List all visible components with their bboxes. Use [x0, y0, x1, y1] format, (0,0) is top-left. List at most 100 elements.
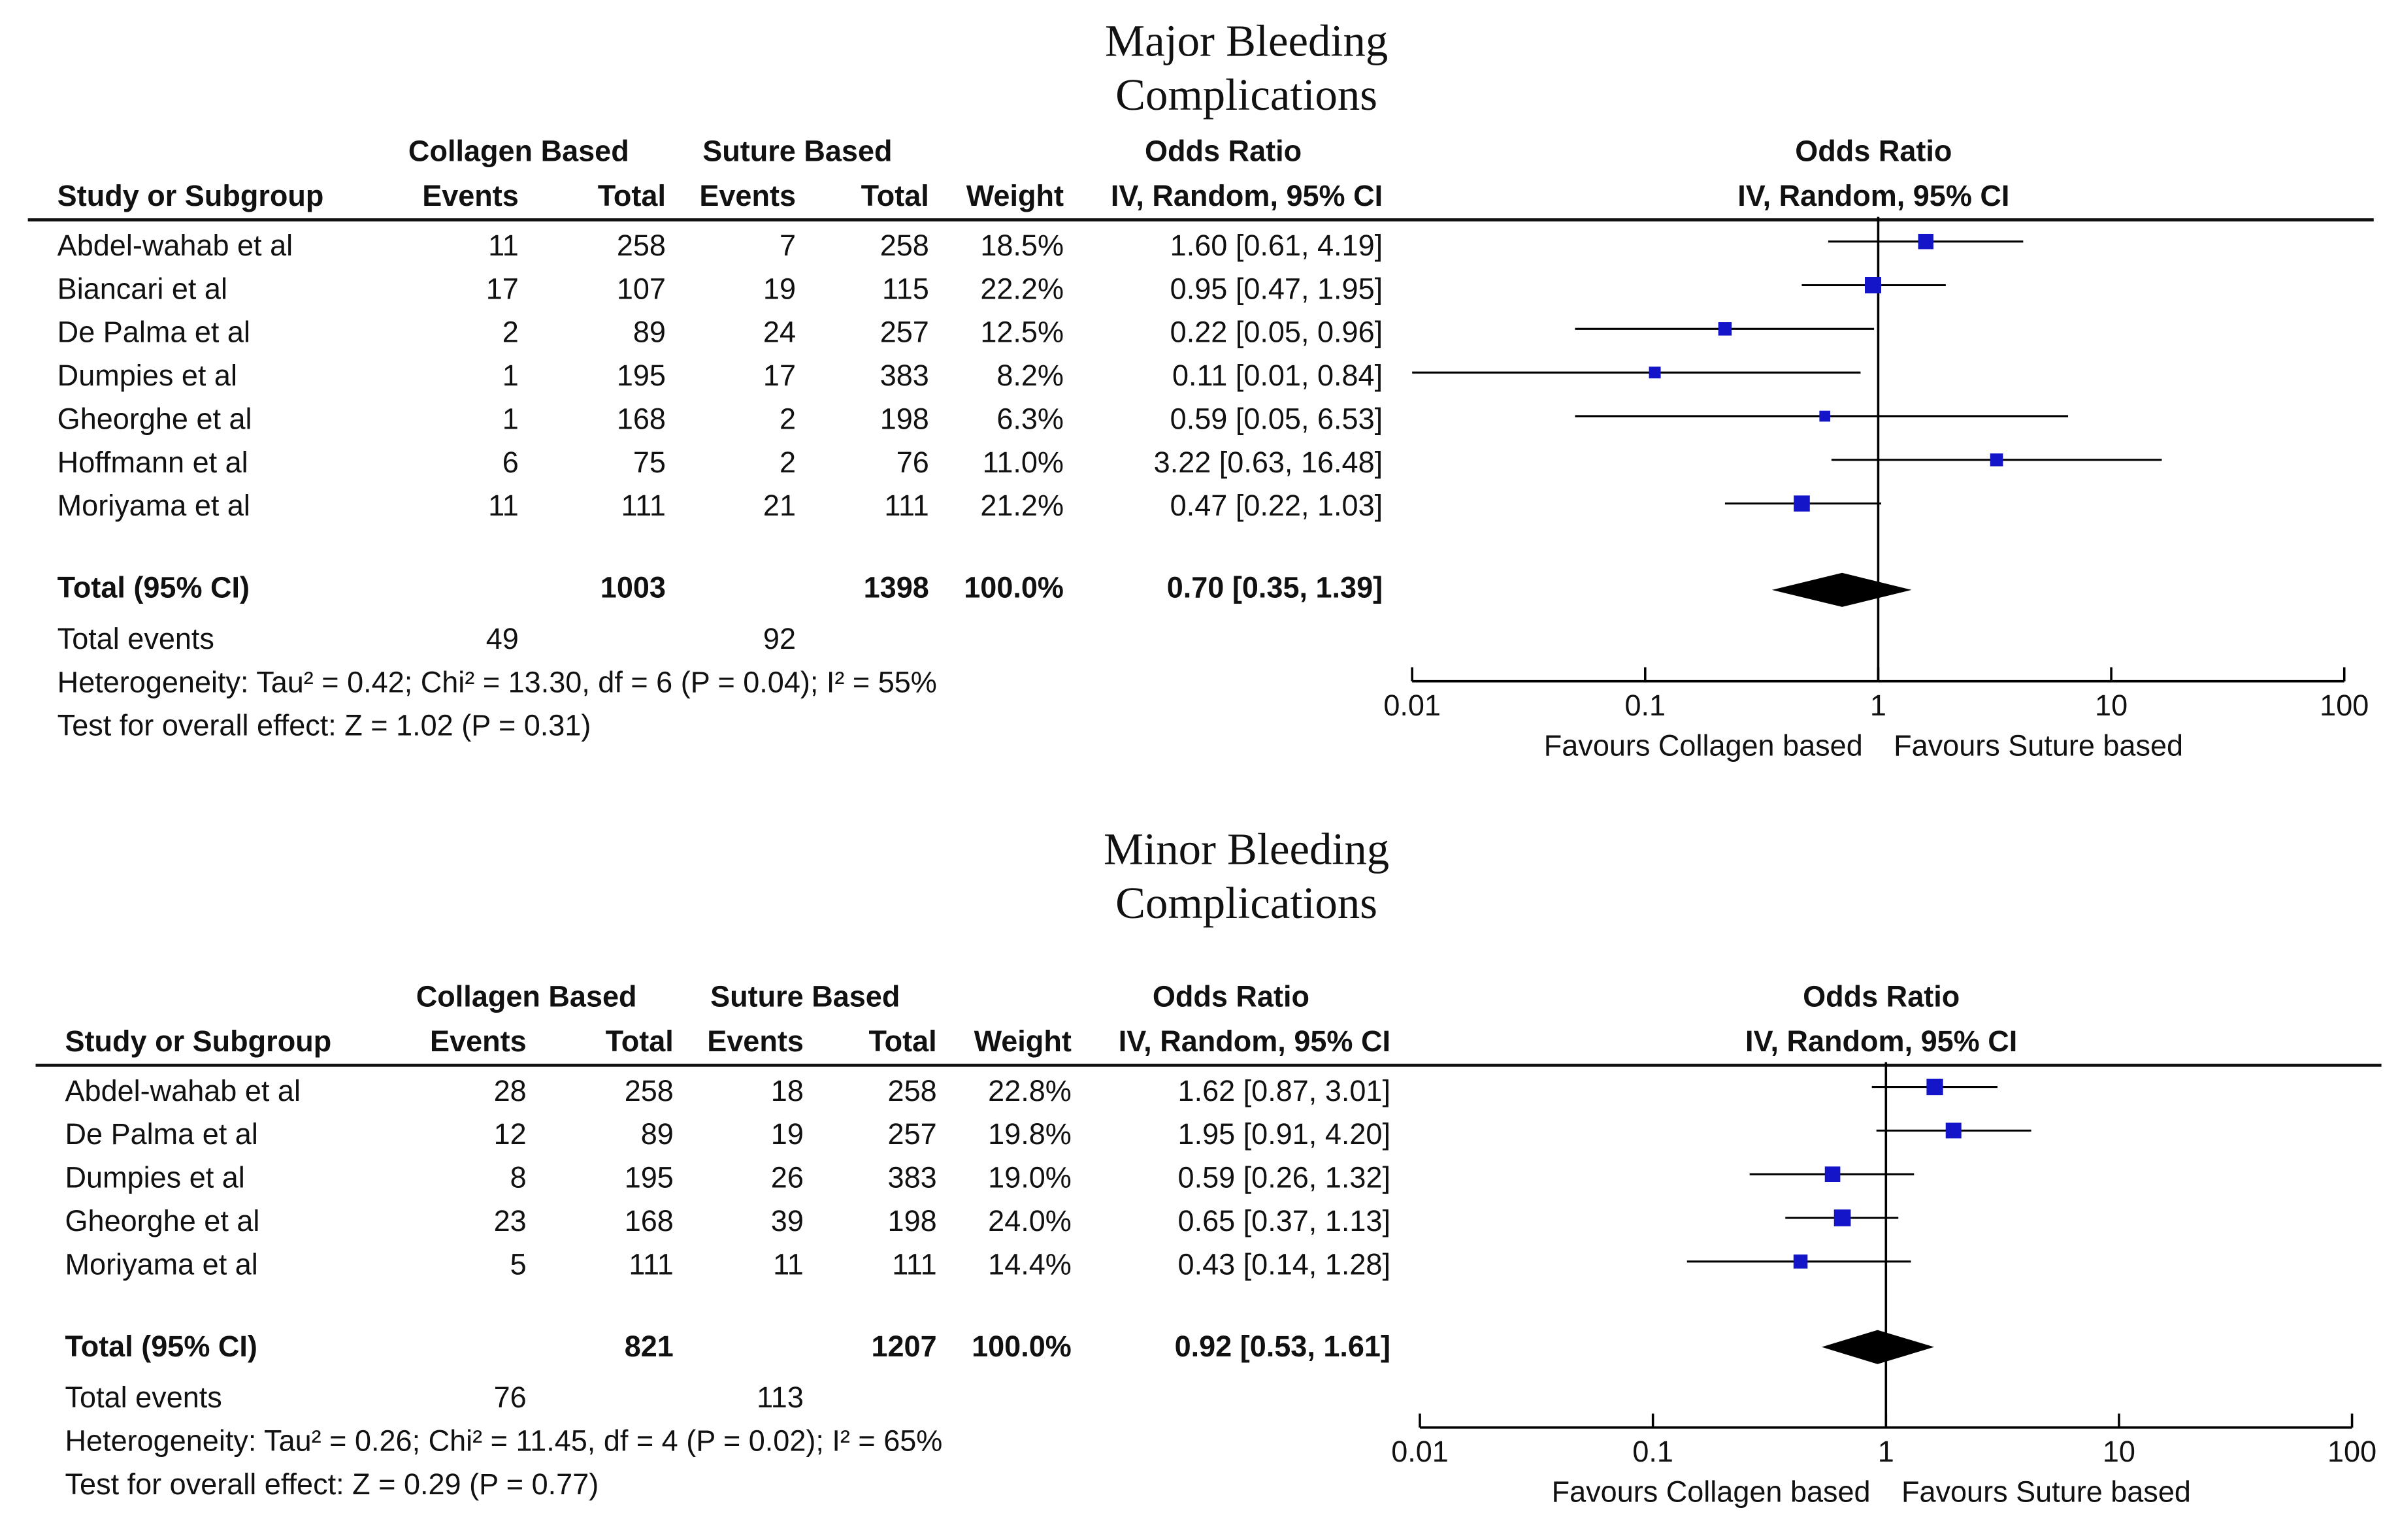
weight-value: 14.4%	[988, 1249, 1072, 1283]
study-column-header: Study or Subgroup	[57, 181, 324, 214]
suture-total-header: Total	[861, 181, 929, 214]
study-marker	[1801, 277, 1946, 293]
weight-value: 22.2%	[980, 274, 1064, 307]
study-marker	[1785, 1209, 1899, 1226]
study-name: De Palma et al	[57, 317, 251, 350]
suture-total: 258	[879, 231, 929, 263]
panel-title-line2: Complications	[1115, 71, 1378, 121]
study-name: De Palma et al	[65, 1119, 258, 1153]
collagen-events: 23	[493, 1205, 527, 1239]
study-name: Moriyama et al	[65, 1249, 258, 1283]
study-marker	[1871, 1078, 1997, 1096]
study-name: Dumpies et al	[57, 361, 237, 393]
total-ci: 0.92 [0.53, 1.61]	[1174, 1331, 1390, 1364]
collagen-group-header: Collagen Based	[416, 981, 637, 1015]
point-estimate-square	[1918, 233, 1933, 250]
suture-total: 198	[879, 404, 929, 437]
panel-title-line2: Complications	[1115, 879, 1378, 929]
study-marker	[1828, 233, 2024, 250]
ci-value: 0.65 [0.37, 1.13]	[1177, 1205, 1390, 1239]
heterogeneity-text: Heterogeneity: Tau² = 0.42; Chi² = 13.30…	[57, 667, 937, 700]
collagen-total: 111	[621, 491, 666, 523]
suture-total-sum: 1207	[871, 1331, 937, 1364]
collagen-total: 168	[624, 1205, 674, 1239]
weight-value: 8.2%	[996, 361, 1064, 393]
suture-total: 257	[887, 1119, 937, 1153]
suture-events: 2	[779, 447, 797, 480]
collagen-total-events: 49	[485, 623, 519, 657]
suture-events: 18	[770, 1075, 804, 1109]
favours-right-label: Favours Suture based	[1894, 729, 2183, 762]
collagen-events: 11	[488, 231, 519, 263]
collagen-events-header: Events	[422, 181, 519, 214]
collagen-total-sum: 821	[624, 1331, 674, 1364]
study-marker	[1412, 367, 1861, 379]
suture-total: 115	[882, 274, 929, 307]
suture-group-header: Suture Based	[702, 136, 893, 169]
panel-title-line1: Minor Bleeding	[1104, 825, 1390, 875]
weight-value: 22.8%	[988, 1075, 1072, 1109]
pooled-diamond	[1771, 572, 1912, 607]
suture-total: 383	[879, 361, 929, 393]
collagen-events: 8	[510, 1162, 527, 1196]
weight-value: 6.3%	[996, 404, 1064, 437]
weight-value: 24.0%	[988, 1205, 1072, 1239]
x-tick-label: 0.1	[1632, 1435, 1673, 1468]
weight-header: Weight	[974, 1026, 1072, 1059]
study-marker	[1575, 322, 1875, 336]
suture-total-sum: 1398	[863, 572, 929, 606]
x-tick-label: 10	[2103, 1435, 2135, 1468]
ci-header: IV, Random, 95% CI	[1118, 1026, 1390, 1059]
favours-left-label: Favours Collagen based	[1552, 1475, 1871, 1509]
total-ci: 0.70 [0.35, 1.39]	[1166, 572, 1383, 606]
collagen-total-events: 76	[493, 1383, 527, 1415]
total-label: Total (95% CI)	[57, 572, 250, 606]
collagen-events: 2	[502, 317, 519, 350]
suture-events: 2	[779, 404, 797, 437]
suture-events: 7	[779, 231, 797, 263]
suture-events: 26	[770, 1162, 804, 1196]
collagen-events-header: Events	[430, 1026, 527, 1059]
collagen-group-header: Collagen Based	[408, 136, 629, 169]
major-bleeding-panel: Major Bleeding Complications Collagen Ba…	[27, 17, 2374, 762]
study-name: Gheorghe et al	[57, 404, 252, 437]
header-rule	[35, 1063, 2382, 1067]
weight-value: 21.2%	[980, 491, 1064, 523]
x-tick-label: 100	[2327, 1435, 2376, 1468]
minor-bleeding-panel: Minor Bleeding Complications Collagen Ba…	[0, 759, 2400, 1533]
point-estimate-square	[1833, 1209, 1851, 1226]
plot-odds-ratio-header: Odds Ratio	[1795, 136, 1952, 169]
collagen-total-header: Total	[597, 181, 666, 214]
x-tick-label: 100	[2320, 689, 2369, 722]
ci-value: 0.11 [0.01, 0.84]	[1172, 361, 1383, 393]
study-name: Gheorghe et al	[65, 1205, 260, 1239]
suture-events: 19	[770, 1119, 804, 1153]
suture-events-header: Events	[699, 181, 797, 214]
plot-ci-header: IV, Random, 95% CI	[1737, 181, 2010, 214]
total-weight: 100.0%	[964, 572, 1064, 606]
suture-events: 21	[763, 491, 797, 523]
suture-events: 24	[763, 317, 797, 350]
weight-value: 11.0%	[982, 447, 1064, 480]
study-marker	[1686, 1254, 1911, 1269]
study-marker	[1876, 1122, 2031, 1139]
collagen-total: 195	[624, 1162, 674, 1196]
ci-value: 1.62 [0.87, 3.01]	[1177, 1075, 1390, 1109]
weight-value: 19.8%	[988, 1119, 1072, 1153]
collagen-events: 6	[502, 447, 519, 480]
study-column-header: Study or Subgroup	[65, 1026, 332, 1059]
weight-header: Weight	[966, 181, 1064, 214]
ci-value: 0.47 [0.22, 1.03]	[1170, 491, 1383, 523]
study-name: Hoffmann et al	[57, 447, 248, 480]
x-tick-label: 0.01	[1391, 1435, 1449, 1468]
plot-odds-ratio-header: Odds Ratio	[1803, 981, 1960, 1015]
study-name: Abdel-wahab et al	[57, 231, 293, 263]
point-estimate-square	[1819, 410, 1831, 422]
collagen-events: 1	[502, 361, 519, 393]
collagen-total: 195	[616, 361, 666, 393]
collagen-total: 258	[616, 231, 666, 263]
study-marker	[1831, 453, 2162, 467]
suture-events: 11	[773, 1249, 804, 1283]
suture-total: 111	[892, 1249, 937, 1283]
